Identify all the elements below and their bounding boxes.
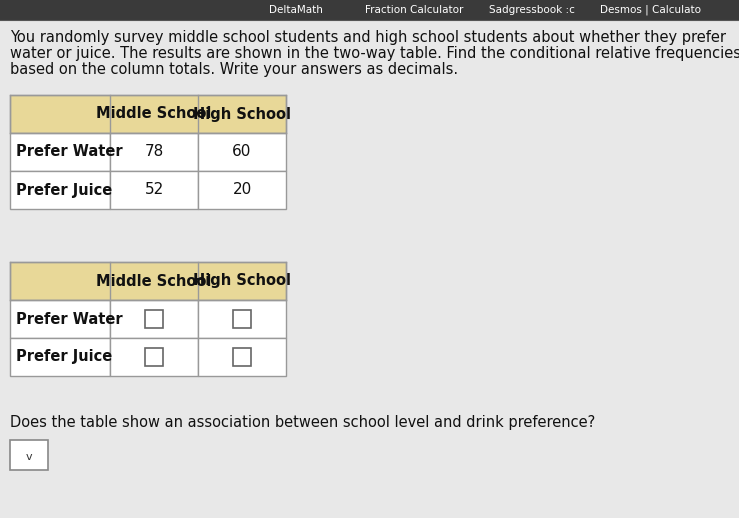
Text: Desmos | Calculato: Desmos | Calculato [600,5,701,15]
Text: based on the column totals. Write your answers as decimals.: based on the column totals. Write your a… [10,62,458,77]
Text: Middle School: Middle School [96,274,211,289]
Text: High School: High School [193,274,291,289]
Bar [198,171,286,209]
Bar [10,133,110,171]
Text: DeltaMath: DeltaMath [269,5,322,15]
Bar [198,300,286,338]
Text: Prefer Water: Prefer Water [16,311,123,326]
Text: You randomly survey middle school students and high school students about whethe: You randomly survey middle school studen… [10,30,726,45]
Text: water or juice. The results are shown in the two-way table. Find the conditional: water or juice. The results are shown in… [10,46,739,61]
Bar [110,171,198,209]
Text: Sadgressbook :c: Sadgressbook :c [489,5,575,15]
Text: High School: High School [193,107,291,122]
Bar [233,348,251,366]
Bar [10,262,286,300]
Text: Does the table show an association between school level and drink preference?: Does the table show an association betwe… [10,415,595,430]
Bar [10,171,110,209]
Bar [0,0,739,20]
Bar [233,310,251,328]
Bar [10,95,286,133]
Bar [145,310,163,328]
Bar [198,133,286,171]
Text: Fraction Calculator: Fraction Calculator [364,5,463,15]
Bar [110,338,198,376]
Text: 60: 60 [232,145,252,160]
Text: 52: 52 [144,182,163,197]
Text: Prefer Juice: Prefer Juice [16,350,112,365]
Bar [10,300,110,338]
Text: Prefer Juice: Prefer Juice [16,182,112,197]
Bar [10,338,110,376]
Text: 78: 78 [144,145,163,160]
Bar [145,348,163,366]
Bar [110,300,198,338]
Text: Prefer Water: Prefer Water [16,145,123,160]
Bar [110,133,198,171]
Bar [10,440,48,470]
Text: v: v [26,452,33,462]
Text: Middle School: Middle School [96,107,211,122]
Bar [198,338,286,376]
Text: 20: 20 [232,182,251,197]
